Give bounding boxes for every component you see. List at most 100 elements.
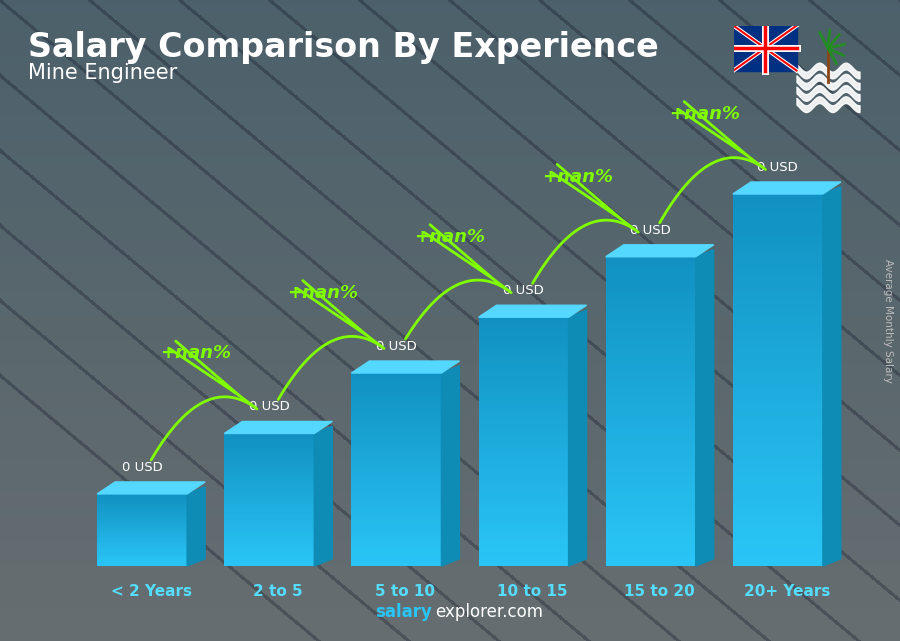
- Bar: [606, 267, 696, 272]
- Bar: [479, 345, 569, 351]
- Bar: [224, 464, 314, 467]
- Bar: [479, 412, 569, 417]
- Bar: [97, 547, 187, 549]
- Bar: [733, 249, 823, 256]
- Bar: [479, 540, 569, 545]
- Text: 5 to 10: 5 to 10: [375, 584, 436, 599]
- Bar: [606, 360, 696, 365]
- Bar: [479, 387, 569, 392]
- Bar: [733, 392, 823, 399]
- Bar: [97, 550, 187, 552]
- Bar: [224, 462, 314, 464]
- Bar: [606, 442, 696, 447]
- Bar: [224, 453, 314, 456]
- Bar: [351, 453, 441, 456]
- Bar: [351, 482, 441, 486]
- Bar: [224, 472, 314, 476]
- Bar: [351, 524, 441, 528]
- Bar: [606, 277, 696, 283]
- Bar: [479, 491, 569, 495]
- Bar: [733, 224, 823, 231]
- Bar: [351, 385, 441, 389]
- Text: 0 USD: 0 USD: [630, 224, 671, 237]
- Bar: [224, 484, 314, 487]
- Bar: [97, 553, 187, 554]
- Bar: [351, 485, 441, 489]
- Text: +nan%: +nan%: [287, 284, 358, 302]
- Bar: [733, 528, 823, 535]
- Bar: [606, 354, 696, 360]
- Bar: [97, 538, 187, 540]
- Bar: [351, 511, 441, 515]
- Bar: [733, 485, 823, 492]
- Bar: [351, 401, 441, 405]
- Bar: [351, 404, 441, 408]
- Bar: [97, 504, 187, 506]
- Bar: [606, 431, 696, 437]
- Bar: [97, 494, 187, 495]
- Text: 0 USD: 0 USD: [503, 284, 544, 297]
- Bar: [606, 287, 696, 293]
- Bar: [733, 472, 823, 479]
- Bar: [351, 447, 441, 450]
- Bar: [224, 475, 314, 478]
- Text: +nan%: +nan%: [160, 344, 231, 362]
- Bar: [351, 411, 441, 415]
- Bar: [351, 463, 441, 466]
- Bar: [733, 212, 823, 219]
- Bar: [479, 562, 569, 566]
- Bar: [606, 344, 696, 349]
- Bar: [479, 333, 569, 338]
- Bar: [733, 541, 823, 547]
- Bar: [606, 483, 696, 488]
- Bar: [224, 533, 314, 535]
- Bar: [479, 321, 569, 326]
- Bar: [97, 506, 187, 507]
- Bar: [733, 342, 823, 349]
- Bar: [733, 293, 823, 299]
- Bar: [97, 506, 187, 508]
- Bar: [606, 349, 696, 354]
- Bar: [97, 532, 187, 533]
- Bar: [351, 430, 441, 434]
- Bar: [224, 497, 314, 500]
- Bar: [224, 553, 314, 555]
- Bar: [479, 337, 569, 342]
- Bar: [606, 494, 696, 499]
- Bar: [479, 466, 569, 470]
- Bar: [224, 470, 314, 473]
- Bar: [97, 553, 187, 555]
- Bar: [479, 532, 569, 537]
- Text: 20+ Years: 20+ Years: [743, 584, 830, 599]
- Bar: [351, 543, 441, 547]
- Bar: [224, 469, 314, 471]
- Bar: [97, 526, 187, 528]
- Bar: [224, 556, 314, 560]
- Bar: [479, 358, 569, 363]
- Bar: [733, 379, 823, 386]
- Bar: [224, 481, 314, 485]
- Bar: [97, 535, 187, 537]
- Bar: [97, 501, 187, 503]
- Bar: [351, 424, 441, 428]
- Bar: [97, 503, 187, 504]
- Bar: [479, 367, 569, 371]
- Polygon shape: [441, 366, 459, 566]
- Bar: [351, 501, 441, 505]
- Bar: [606, 262, 696, 267]
- Bar: [97, 533, 187, 535]
- Bar: [479, 449, 569, 454]
- Bar: [733, 299, 823, 306]
- Bar: [351, 504, 441, 508]
- Bar: [351, 440, 441, 444]
- Bar: [606, 365, 696, 370]
- Bar: [479, 329, 569, 334]
- Bar: [224, 535, 314, 537]
- Bar: [733, 361, 823, 367]
- Bar: [479, 483, 569, 487]
- Bar: [224, 493, 314, 495]
- Bar: [733, 268, 823, 274]
- Bar: [351, 553, 441, 556]
- Bar: [479, 433, 569, 437]
- Text: +nan%: +nan%: [669, 105, 740, 123]
